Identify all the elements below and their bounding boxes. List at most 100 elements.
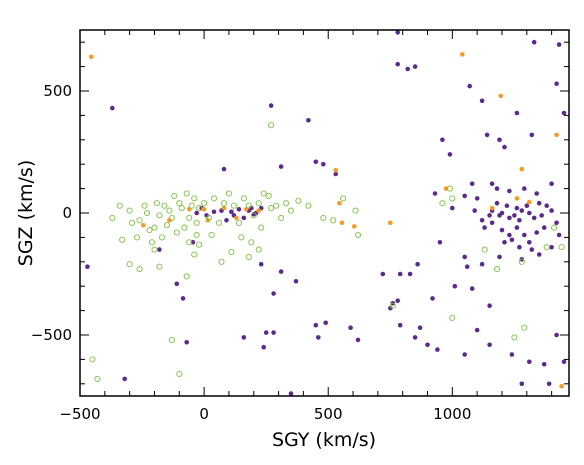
- data-point: [248, 239, 255, 246]
- data-point: [549, 181, 554, 186]
- data-point: [462, 352, 468, 357]
- data-point: [497, 254, 502, 260]
- data-point: [479, 261, 485, 267]
- data-point: [529, 247, 535, 252]
- data-point: [225, 190, 232, 197]
- y-tick-label: 0: [62, 204, 72, 222]
- data-point: [498, 93, 504, 99]
- data-point: [395, 30, 401, 35]
- data-point: [407, 271, 413, 277]
- data-point: [425, 342, 430, 348]
- data-point: [517, 244, 522, 250]
- data-point: [191, 195, 198, 202]
- data-point: [136, 266, 143, 273]
- data-point: [514, 196, 520, 201]
- data-point: [464, 264, 470, 270]
- data-point: [502, 144, 507, 150]
- data-point: [474, 327, 480, 333]
- data-point: [89, 356, 96, 363]
- x-tick-label: 500: [314, 405, 343, 423]
- data-point: [412, 64, 418, 69]
- data-point: [191, 251, 198, 258]
- tick-labels: −500 0 500 1000 −500 0 500: [31, 82, 472, 423]
- data-point: [511, 334, 518, 341]
- data-point: [208, 231, 215, 239]
- data-point: [507, 232, 512, 238]
- data-point: [556, 232, 562, 238]
- data-point: [136, 217, 143, 224]
- data-point: [240, 195, 247, 202]
- data-point: [352, 224, 357, 229]
- data-point: [395, 61, 401, 67]
- data-point: [522, 186, 527, 191]
- data-point: [305, 202, 312, 209]
- data-point: [241, 335, 247, 340]
- data-point: [534, 191, 539, 196]
- data-point: [178, 205, 185, 212]
- data-point: [295, 197, 302, 204]
- data-point: [181, 224, 188, 231]
- data-point: [352, 207, 359, 214]
- data-point: [330, 217, 337, 224]
- data-point: [188, 202, 195, 209]
- data-point: [487, 303, 492, 309]
- data-point: [256, 208, 262, 213]
- data-point: [554, 132, 559, 138]
- data-point: [158, 234, 165, 241]
- data-point: [388, 220, 393, 226]
- data-point: [527, 199, 532, 205]
- data-point: [151, 224, 158, 231]
- data-point: [389, 302, 396, 309]
- data-points: [85, 30, 567, 396]
- data-point: [446, 185, 453, 192]
- data-point: [255, 246, 262, 253]
- data-point: [460, 52, 465, 57]
- data-point: [268, 122, 275, 129]
- data-point: [494, 186, 500, 191]
- data-point: [527, 359, 532, 365]
- data-point: [129, 219, 136, 226]
- data-point: [395, 298, 401, 304]
- data-point: [554, 220, 559, 226]
- data-point: [546, 381, 552, 387]
- axis-ticks: [79, 30, 569, 396]
- data-point: [206, 214, 213, 221]
- data-point: [397, 271, 403, 277]
- data-point: [412, 335, 418, 340]
- x-tick-label: 1000: [433, 405, 471, 423]
- data-point: [439, 200, 446, 207]
- data-point: [320, 214, 327, 221]
- data-point: [126, 261, 133, 268]
- data-point: [236, 207, 242, 212]
- data-point: [282, 200, 290, 207]
- data-point: [531, 39, 537, 45]
- data-point: [241, 215, 247, 221]
- data-point: [450, 205, 455, 211]
- data-point: [258, 261, 264, 267]
- data-point: [245, 202, 252, 209]
- data-point: [556, 42, 562, 47]
- data-point: [549, 244, 554, 250]
- data-point: [176, 370, 183, 378]
- data-point: [210, 195, 218, 202]
- data-point: [502, 240, 507, 245]
- data-point: [519, 208, 525, 213]
- data-point: [126, 207, 133, 214]
- data-point: [489, 205, 495, 211]
- data-point: [183, 273, 190, 280]
- data-point: [339, 220, 345, 226]
- data-point: [474, 196, 480, 201]
- data-point: [148, 239, 156, 246]
- y-tick-label: −500: [31, 326, 72, 344]
- data-point: [186, 239, 193, 246]
- data-point: [509, 237, 515, 243]
- data-point: [494, 200, 500, 206]
- data-point: [489, 181, 495, 186]
- data-point: [524, 203, 530, 208]
- data-point: [168, 214, 175, 221]
- data-point: [168, 336, 175, 343]
- data-point: [268, 103, 274, 108]
- data-point: [211, 209, 217, 215]
- data-point: [397, 322, 403, 328]
